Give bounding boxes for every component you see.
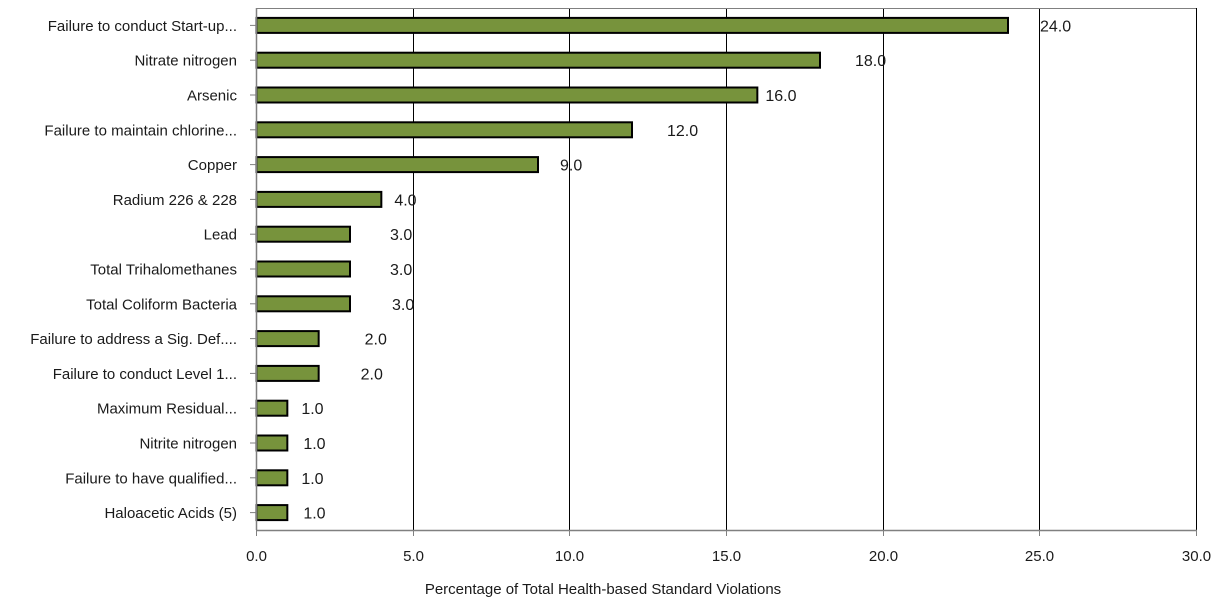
bar xyxy=(255,434,289,452)
category-label: Copper xyxy=(188,157,237,174)
bar xyxy=(255,260,351,278)
value-label: 1.0 xyxy=(301,471,323,488)
category-label: Failure to maintain chlorine... xyxy=(44,122,237,139)
x-tick-label: 20.0 xyxy=(869,548,898,565)
category-label: Nitrite nitrogen xyxy=(139,436,237,453)
value-label: 24.0 xyxy=(1040,18,1071,35)
bar xyxy=(255,86,759,104)
value-label: 2.0 xyxy=(361,366,383,383)
bar xyxy=(255,330,320,348)
value-label: 3.0 xyxy=(390,262,412,279)
category-label: Total Coliform Bacteria xyxy=(86,296,238,313)
bar xyxy=(255,504,289,522)
axes xyxy=(250,8,1197,536)
value-label: 1.0 xyxy=(303,506,325,523)
category-label: Failure to conduct Level 1... xyxy=(53,366,237,383)
x-tick-label: 30.0 xyxy=(1182,548,1211,565)
x-axis-title: Percentage of Total Health-based Standar… xyxy=(425,581,781,598)
bar xyxy=(255,399,289,417)
gridlines xyxy=(413,8,1197,530)
bar xyxy=(255,121,633,139)
category-label: Failure to address a Sig. Def.... xyxy=(30,331,237,348)
value-label: 1.0 xyxy=(301,401,323,418)
category-label: Arsenic xyxy=(187,88,238,105)
bars xyxy=(255,16,1009,522)
category-label: Failure to have qualified... xyxy=(65,470,237,487)
bar xyxy=(255,16,1009,34)
value-label: 1.0 xyxy=(303,436,325,453)
bar xyxy=(255,469,289,487)
value-label: 3.0 xyxy=(392,297,414,314)
x-tick-label: 25.0 xyxy=(1025,548,1054,565)
category-label: Maximum Residual... xyxy=(97,401,237,418)
bar xyxy=(255,225,351,243)
category-label: Total Trihalomethanes xyxy=(90,262,237,279)
bar xyxy=(255,190,383,208)
labels: 0.0 5.0 10.0 15.0 20.0 25.0 30.0 Failure to con… xyxy=(30,18,1211,565)
category-label: Nitrate nitrogen xyxy=(134,53,237,70)
bar xyxy=(255,364,320,382)
bar xyxy=(255,51,821,69)
category-label: Radium 226 & 228 xyxy=(113,192,237,209)
x-tick-label: 10.0 xyxy=(555,548,584,565)
bar xyxy=(255,156,539,174)
x-tick-label: 5.0 xyxy=(403,548,424,565)
category-label: Failure to conduct Start-up... xyxy=(48,18,237,35)
bar xyxy=(255,295,351,313)
value-label: 9.0 xyxy=(560,158,582,175)
value-label: 18.0 xyxy=(855,53,886,70)
value-label: 2.0 xyxy=(365,332,387,349)
value-label: 16.0 xyxy=(765,88,796,105)
value-label: 12.0 xyxy=(667,123,698,140)
category-label: Lead xyxy=(204,227,237,244)
value-label: 3.0 xyxy=(390,227,412,244)
category-label: Haloacetic Acids (5) xyxy=(104,505,237,522)
x-tick-label: 0.0 xyxy=(246,548,267,565)
x-tick-label: 15.0 xyxy=(712,548,741,565)
value-label: 4.0 xyxy=(394,192,416,209)
